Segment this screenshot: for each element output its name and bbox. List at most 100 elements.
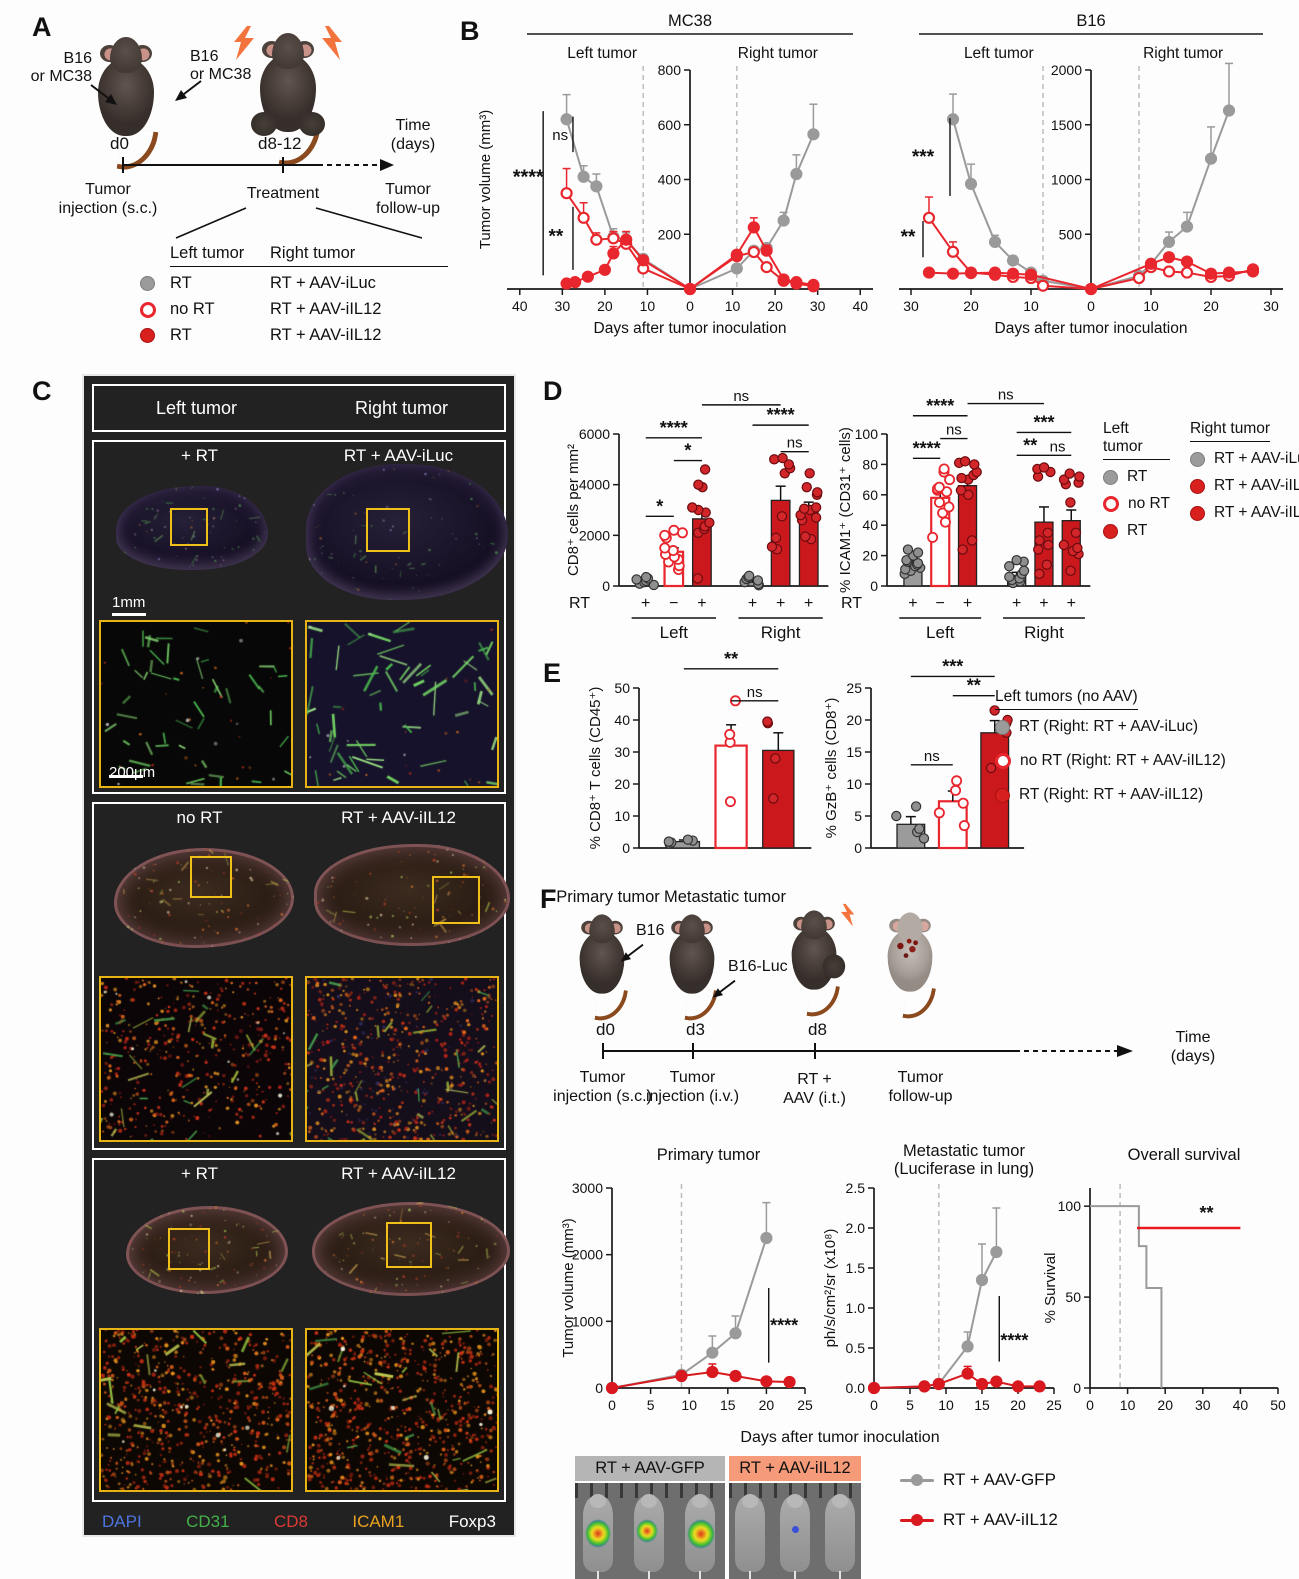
gray-filled-marker-icon	[140, 276, 155, 291]
svg-text:2000: 2000	[579, 527, 610, 543]
svg-text:400: 400	[658, 172, 682, 188]
svg-text:Days after tumor inoculation: Days after tumor inoculation	[995, 320, 1188, 337]
shared-x-axis-label: Days after tumor inoculation	[740, 1429, 940, 1446]
metastatic-tumor-chart: Metastatic tumor (Luciferase in lung) 0 5 10…	[822, 1142, 1064, 1429]
icam1-bar-chart: 0 20 40 60 80 100% ICAM1⁺ (CD31⁺ cells) **** ns…	[837, 378, 1095, 653]
legend-item: RT	[1127, 468, 1148, 485]
panel-f: F Primary tumor Metastatic tumor B16 B16…	[540, 880, 1299, 1579]
legend-item: RT	[1127, 522, 1148, 539]
svg-text:20: 20	[767, 298, 783, 314]
table-row-left: RT	[170, 274, 192, 292]
svg-text:Right tumor: Right tumor	[738, 45, 818, 62]
svg-text:****: ****	[513, 167, 544, 189]
red-filled-marker-icon	[1189, 505, 1205, 521]
panel-d-label: D	[543, 376, 563, 406]
inset-image	[305, 620, 499, 788]
svg-text:B16: B16	[1076, 12, 1105, 30]
svg-text:***: ***	[912, 147, 935, 168]
svg-text:0: 0	[1073, 1380, 1081, 1396]
table-right-header: Right tumor	[270, 244, 448, 267]
mouse-metastatic	[668, 912, 718, 1025]
svg-text:ns: ns	[998, 387, 1014, 404]
condition-label: RT + AAV-iIL12	[341, 1164, 456, 1183]
svg-text:+: +	[1067, 595, 1076, 612]
tumor-section-image	[126, 1206, 288, 1294]
legend-item: RT + AAV-iIL12	[1213, 477, 1299, 494]
condition-label: RT + AAV-iIL12	[341, 808, 456, 827]
cd8-density-bar-chart: 0 2000 4000 6000 CD8⁺ cells per mm² * * **** ns *…	[565, 378, 833, 653]
inset-outline	[168, 1228, 210, 1270]
luminescence-signal	[586, 1520, 610, 1547]
lightning-bolt-icon	[322, 26, 342, 60]
panel-e-legend: Left tumors (no AAV) RT (Right: RT + AAV…	[995, 688, 1226, 813]
red-open-marker-icon	[140, 301, 156, 318]
panel-c: C Left tumor Right tumor + RT RT + AAV-i…	[32, 374, 516, 1537]
tumor-texture	[312, 1202, 510, 1296]
svg-text:10: 10	[640, 298, 656, 314]
svg-text:10: 10	[681, 1397, 697, 1413]
mouse-head	[272, 33, 304, 69]
svg-text:2000: 2000	[1051, 62, 1082, 78]
svg-text:0: 0	[1086, 1397, 1094, 1413]
svg-text:**: **	[967, 676, 981, 696]
inset-texture	[101, 622, 291, 786]
svg-text:10: 10	[614, 808, 630, 824]
tumor-section-image	[114, 848, 294, 948]
day-label: d8	[808, 1020, 827, 1039]
red-line-marker-icon	[900, 1514, 934, 1526]
panel-a-label: A	[32, 12, 52, 42]
table-row-left: RT	[170, 326, 192, 344]
legend-left-header: Left tumor	[1103, 420, 1170, 460]
lung-metastases	[906, 938, 912, 944]
injection-label-right: B16 or MC38	[190, 48, 252, 84]
svg-text:+: +	[641, 595, 650, 612]
svg-text:Left: Left	[926, 623, 955, 642]
panel-c-header: Left tumor Right tumor	[92, 384, 506, 432]
svg-text:+: +	[776, 595, 785, 612]
svg-text:(Luciferase in lung): (Luciferase in lung)	[894, 1160, 1034, 1178]
stain-foxp3: Foxp3	[448, 1512, 496, 1531]
luminescence-signal	[688, 1520, 714, 1548]
svg-text:Left tumor: Left tumor	[964, 45, 1034, 62]
tag-b16luc: B16-Luc	[728, 958, 788, 975]
svg-text:25: 25	[797, 1397, 813, 1413]
red-filled-marker-icon	[140, 328, 155, 343]
panel-c-box: Left tumor Right tumor + RT RT + AAV-iLu…	[82, 374, 516, 1537]
red-open-marker-icon	[1103, 496, 1119, 512]
svg-text:CD8⁺ cells per mm²: CD8⁺ cells per mm²	[565, 444, 582, 576]
svg-text:ns: ns	[787, 435, 803, 452]
svg-text:2000: 2000	[572, 1247, 603, 1263]
condition-label: RT + AAV-iLuc	[343, 446, 454, 465]
lightning-bolt-icon	[840, 903, 855, 927]
svg-text:20: 20	[759, 1397, 775, 1413]
tumor-texture	[116, 486, 268, 570]
svg-text:1.5: 1.5	[846, 1260, 866, 1276]
legend-item: RT + AAV-iIL12	[943, 1510, 1058, 1529]
tumor-section-image	[312, 1202, 510, 1296]
primary-tumor-chart: Primary tumor 0 5 10 15 20 25 0 1000 2000 3000 Tumo…	[560, 1142, 815, 1429]
svg-text:0: 0	[602, 578, 610, 594]
svg-text:**: **	[1023, 435, 1037, 455]
inset-texture	[307, 622, 497, 786]
gzb-bar-chart: 0 5 10 15 20 25 % GzB⁺ cells (CD8⁺) *** ** ns	[823, 652, 1028, 879]
inset-outline	[170, 508, 208, 546]
table-row-right: RT + AAV-iIL12	[270, 300, 382, 318]
svg-text:% Survival: % Survival	[1042, 1253, 1059, 1324]
svg-text:***: ***	[1033, 412, 1054, 432]
svg-text:Right: Right	[761, 623, 801, 642]
svg-text:20: 20	[846, 712, 862, 728]
svg-text:MC38: MC38	[668, 12, 712, 30]
panel-c-subpanel-2: no RT RT + AAV-iIL12	[92, 802, 510, 1150]
svg-text:6000: 6000	[579, 426, 610, 442]
svg-text:0: 0	[608, 1397, 616, 1413]
step-title: Metastatic tumor	[664, 888, 786, 906]
svg-text:20: 20	[1203, 298, 1219, 314]
inset-outline	[432, 876, 480, 924]
svg-text:0.0: 0.0	[846, 1380, 866, 1396]
bioluminescence-label-gfp: RT + AAV-GFP	[575, 1456, 725, 1481]
svg-text:20: 20	[1010, 1397, 1026, 1413]
svg-text:% GzB⁺ cells (CD8⁺): % GzB⁺ cells (CD8⁺)	[823, 698, 840, 839]
svg-text:Overall survival: Overall survival	[1128, 1146, 1241, 1164]
svg-text:60: 60	[862, 487, 878, 503]
